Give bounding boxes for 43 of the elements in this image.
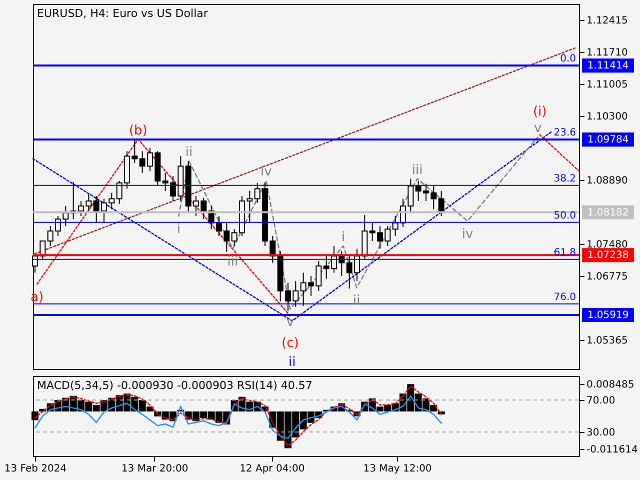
x-tick-label: 13 Mar 20:00 <box>121 464 188 474</box>
y-tick-label: 0.008485 <box>586 379 634 390</box>
y-tick-label: 1.11005 <box>586 80 628 91</box>
x-tick-label: 13 May 12:00 <box>363 464 432 474</box>
y-tick-label: 1.10300 <box>586 112 628 123</box>
y-tick-label: 1.07480 <box>586 240 628 251</box>
y-tick-label: 1.08890 <box>586 176 628 187</box>
annotation: iv <box>462 227 474 242</box>
chart-title: EURUSD, H4: Euro vs US Dollar <box>37 7 208 20</box>
annotation: 38.2 <box>554 173 576 184</box>
ref-line-label: 1.08182 <box>587 207 629 218</box>
ref-line-label: 1.07238 <box>587 250 629 262</box>
annotation: i <box>176 222 180 238</box>
annotation: iv <box>260 164 272 180</box>
y2-tick-label: 30.00 <box>586 428 616 438</box>
annotation: v <box>286 315 294 330</box>
candlestick <box>438 190 444 217</box>
ref-line-label: 1.09784 <box>587 134 629 146</box>
annotation: iii <box>412 162 423 178</box>
annotation: ii <box>185 145 193 160</box>
y-tick-label: 1.06775 <box>586 272 628 283</box>
y-tick-label: 1.11710 <box>586 48 628 59</box>
annotation: v <box>534 121 542 136</box>
y2-tick-label: 70.00 <box>586 396 616 406</box>
annotation: 0.0 <box>560 54 576 65</box>
annotation: 76.0 <box>554 292 576 303</box>
annotation: (i) <box>532 104 547 120</box>
annotation: (c) <box>282 336 299 351</box>
y-tick-label: 1.05365 <box>586 336 628 347</box>
ref-line-label: 1.11414 <box>587 60 629 72</box>
y-tick-label: 1.12415 <box>586 16 628 27</box>
annotation: 50.0 <box>554 210 576 222</box>
annotation: 23.6 <box>554 128 576 139</box>
annotation: i <box>342 230 346 245</box>
line-series <box>178 136 538 310</box>
line-series <box>34 395 442 440</box>
annotation: ii <box>288 354 296 370</box>
x-tick-label: 12 Apr 04:00 <box>240 464 305 474</box>
chart-title: MACD(5,34,5) -0.000930 -0.000903 RSI(14) 40.57 <box>37 379 312 392</box>
annotation: (b) <box>128 123 148 138</box>
ref-line-label: 1.05919 <box>587 310 629 322</box>
x-tick-label: 13 Feb 2024 <box>4 464 67 474</box>
y-tick-label: -0.011614 <box>586 444 638 456</box>
